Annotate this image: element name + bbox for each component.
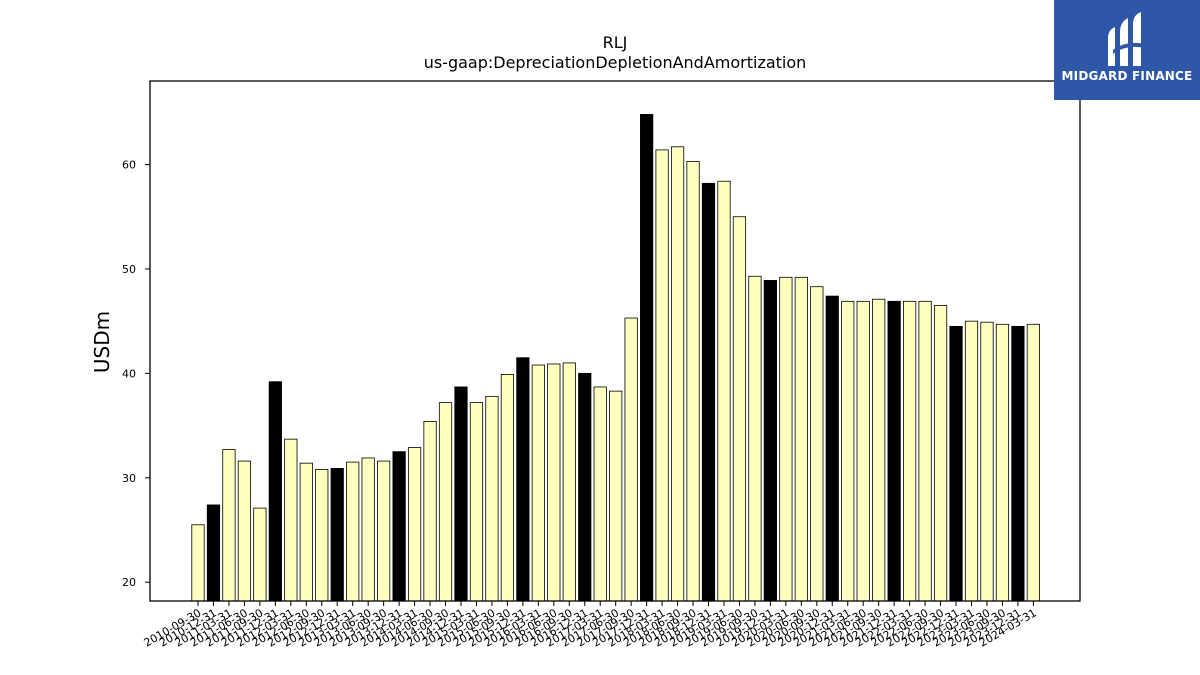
bar-2022-03-31 xyxy=(903,300,917,602)
y-tick-label: 60 xyxy=(122,159,136,172)
y-tick-label: 50 xyxy=(122,263,136,276)
bar-2024-03-31 xyxy=(1026,323,1040,602)
bar-2019-12-31 xyxy=(763,280,777,602)
bar-2021-03-31 xyxy=(841,300,855,602)
midgard-logo-icon xyxy=(1108,12,1146,66)
bar-2019-09-30 xyxy=(748,275,762,602)
bar-2021-06-30 xyxy=(856,300,870,602)
bar-2016-03-31 xyxy=(531,364,545,602)
bars-layer xyxy=(191,114,1040,602)
bar-2012-03-31 xyxy=(284,438,298,602)
bar-2011-12-31 xyxy=(268,381,282,602)
bar-2014-12-31 xyxy=(454,386,468,602)
bar-2018-09-30 xyxy=(686,160,700,602)
bar-2012-09-30 xyxy=(315,469,329,602)
bar-2014-06-30 xyxy=(423,420,437,602)
y-tick-label: 30 xyxy=(122,472,136,485)
bar-2015-09-30 xyxy=(500,374,515,602)
bar-2013-03-31 xyxy=(346,461,360,602)
bar-2016-06-30 xyxy=(547,363,561,602)
bar-2011-06-30 xyxy=(237,460,252,602)
x-axis: 2010-09-302010-12-312011-03-312011-06-30… xyxy=(142,601,1039,650)
bar-2014-09-30 xyxy=(438,402,453,602)
bar-2016-09-30 xyxy=(562,362,576,602)
bar-2017-03-31 xyxy=(593,386,607,602)
bar-2014-03-31 xyxy=(407,447,422,602)
bar-2020-09-30 xyxy=(810,286,824,602)
bar-2019-03-31 xyxy=(717,180,731,602)
bar-2012-12-31 xyxy=(330,467,344,602)
chart-title: RLJ xyxy=(603,33,628,52)
y-axis: 20 30 40 50 60 xyxy=(122,159,150,589)
bar-2017-06-30 xyxy=(609,390,623,602)
bar-2015-12-31 xyxy=(516,357,530,602)
bar-2023-03-31 xyxy=(964,320,979,602)
bar-2020-03-31 xyxy=(779,276,793,602)
brand-name: MIDGARD FINANCE xyxy=(1061,69,1193,83)
bar-2010-12-31 xyxy=(206,504,221,602)
bar-2023-06-30 xyxy=(980,321,994,602)
plot-frame xyxy=(149,80,1081,602)
bar-2017-12-31 xyxy=(640,114,654,602)
bar-2011-09-30 xyxy=(253,507,267,602)
bar-2023-12-31 xyxy=(1011,325,1025,602)
bar-2021-12-31 xyxy=(887,300,901,602)
y-axis-label: USDm xyxy=(90,311,114,373)
bar-2022-12-31 xyxy=(949,325,963,602)
bar-2018-03-31 xyxy=(655,149,669,602)
bar-2020-12-31 xyxy=(825,295,839,602)
bar-2018-06-30 xyxy=(670,146,685,602)
brand-logo: MIDGARD FINANCE xyxy=(1054,0,1200,100)
bar-2015-06-30 xyxy=(485,395,499,602)
bar-2021-09-30 xyxy=(872,298,886,602)
bar-2013-06-30 xyxy=(361,457,375,602)
bar-2022-06-30 xyxy=(918,300,932,602)
bar-2018-12-31 xyxy=(701,182,716,602)
bar-2023-09-30 xyxy=(995,323,1010,602)
y-tick-label: 40 xyxy=(122,367,136,380)
bar-2017-09-30 xyxy=(624,317,638,602)
bar-2012-06-30 xyxy=(299,462,313,602)
bar-2011-03-31 xyxy=(222,449,236,602)
y-tick-label: 20 xyxy=(122,576,136,589)
chart-subtitle: us-gaap:DepreciationDepletionAndAmortiza… xyxy=(424,53,807,72)
bar-2010-09-30 xyxy=(191,524,205,602)
bar-2020-06-30 xyxy=(794,276,808,602)
bar-2015-03-31 xyxy=(469,402,484,602)
bar-2019-06-30 xyxy=(732,216,747,602)
bar-2022-09-30 xyxy=(933,305,948,602)
bar-2013-09-30 xyxy=(377,460,391,602)
bar-2013-12-31 xyxy=(392,451,406,602)
bar-2016-12-31 xyxy=(578,372,592,602)
